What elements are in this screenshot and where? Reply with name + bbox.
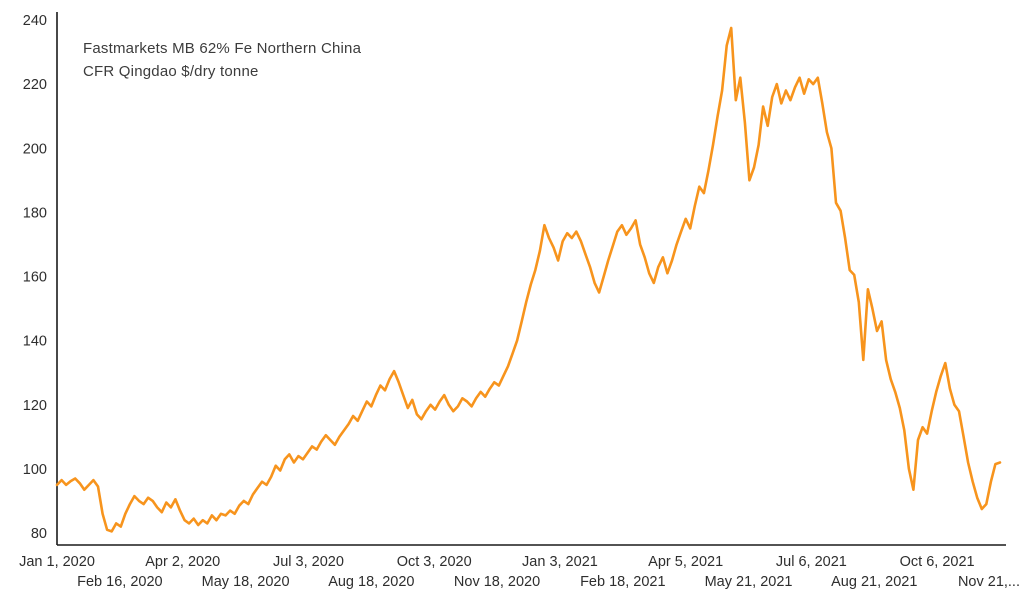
y-tick-label: 100 <box>23 462 47 478</box>
x-tick-label: Jan 3, 2021 <box>522 554 598 570</box>
y-tick-label: 240 <box>23 13 47 29</box>
series-annotation: Fastmarkets MB 62% Fe Northern China CFR… <box>83 38 361 83</box>
x-tick-label: Jul 6, 2021 <box>776 554 847 570</box>
x-tick-label: May 21, 2021 <box>705 574 793 590</box>
x-tick-label: Apr 5, 2021 <box>648 554 723 570</box>
x-tick-label: Feb 18, 2021 <box>580 574 665 590</box>
y-tick-label: 140 <box>23 334 47 350</box>
price-line-series <box>55 26 1002 533</box>
x-tick-label: Apr 2, 2020 <box>145 554 220 570</box>
y-tick-label: 80 <box>31 526 47 542</box>
x-tick-label: Aug 18, 2020 <box>328 574 414 590</box>
x-tick-label: Jul 3, 2020 <box>273 554 344 570</box>
x-tick-label: Aug 21, 2021 <box>831 574 917 590</box>
x-tick-label: Feb 16, 2020 <box>77 574 162 590</box>
x-tick-label: Oct 3, 2020 <box>397 554 472 570</box>
x-tick-label: Oct 6, 2021 <box>900 554 975 570</box>
x-tick-label: May 18, 2020 <box>202 574 290 590</box>
y-tick-label: 220 <box>23 77 47 93</box>
annotation-line-2: CFR Qingdao $/dry tonne <box>83 62 259 80</box>
y-tick-label: 160 <box>23 270 47 286</box>
y-tick-label: 120 <box>23 398 47 414</box>
x-tick-label: Jan 1, 2020 <box>19 554 95 570</box>
x-tick-label: Nov 21,... <box>958 574 1020 590</box>
y-tick-label: 180 <box>23 205 47 221</box>
annotation-line-1: Fastmarkets MB 62% Fe Northern China <box>83 40 362 57</box>
y-tick-label: 200 <box>23 141 47 157</box>
x-tick-label: Nov 18, 2020 <box>454 574 540 590</box>
